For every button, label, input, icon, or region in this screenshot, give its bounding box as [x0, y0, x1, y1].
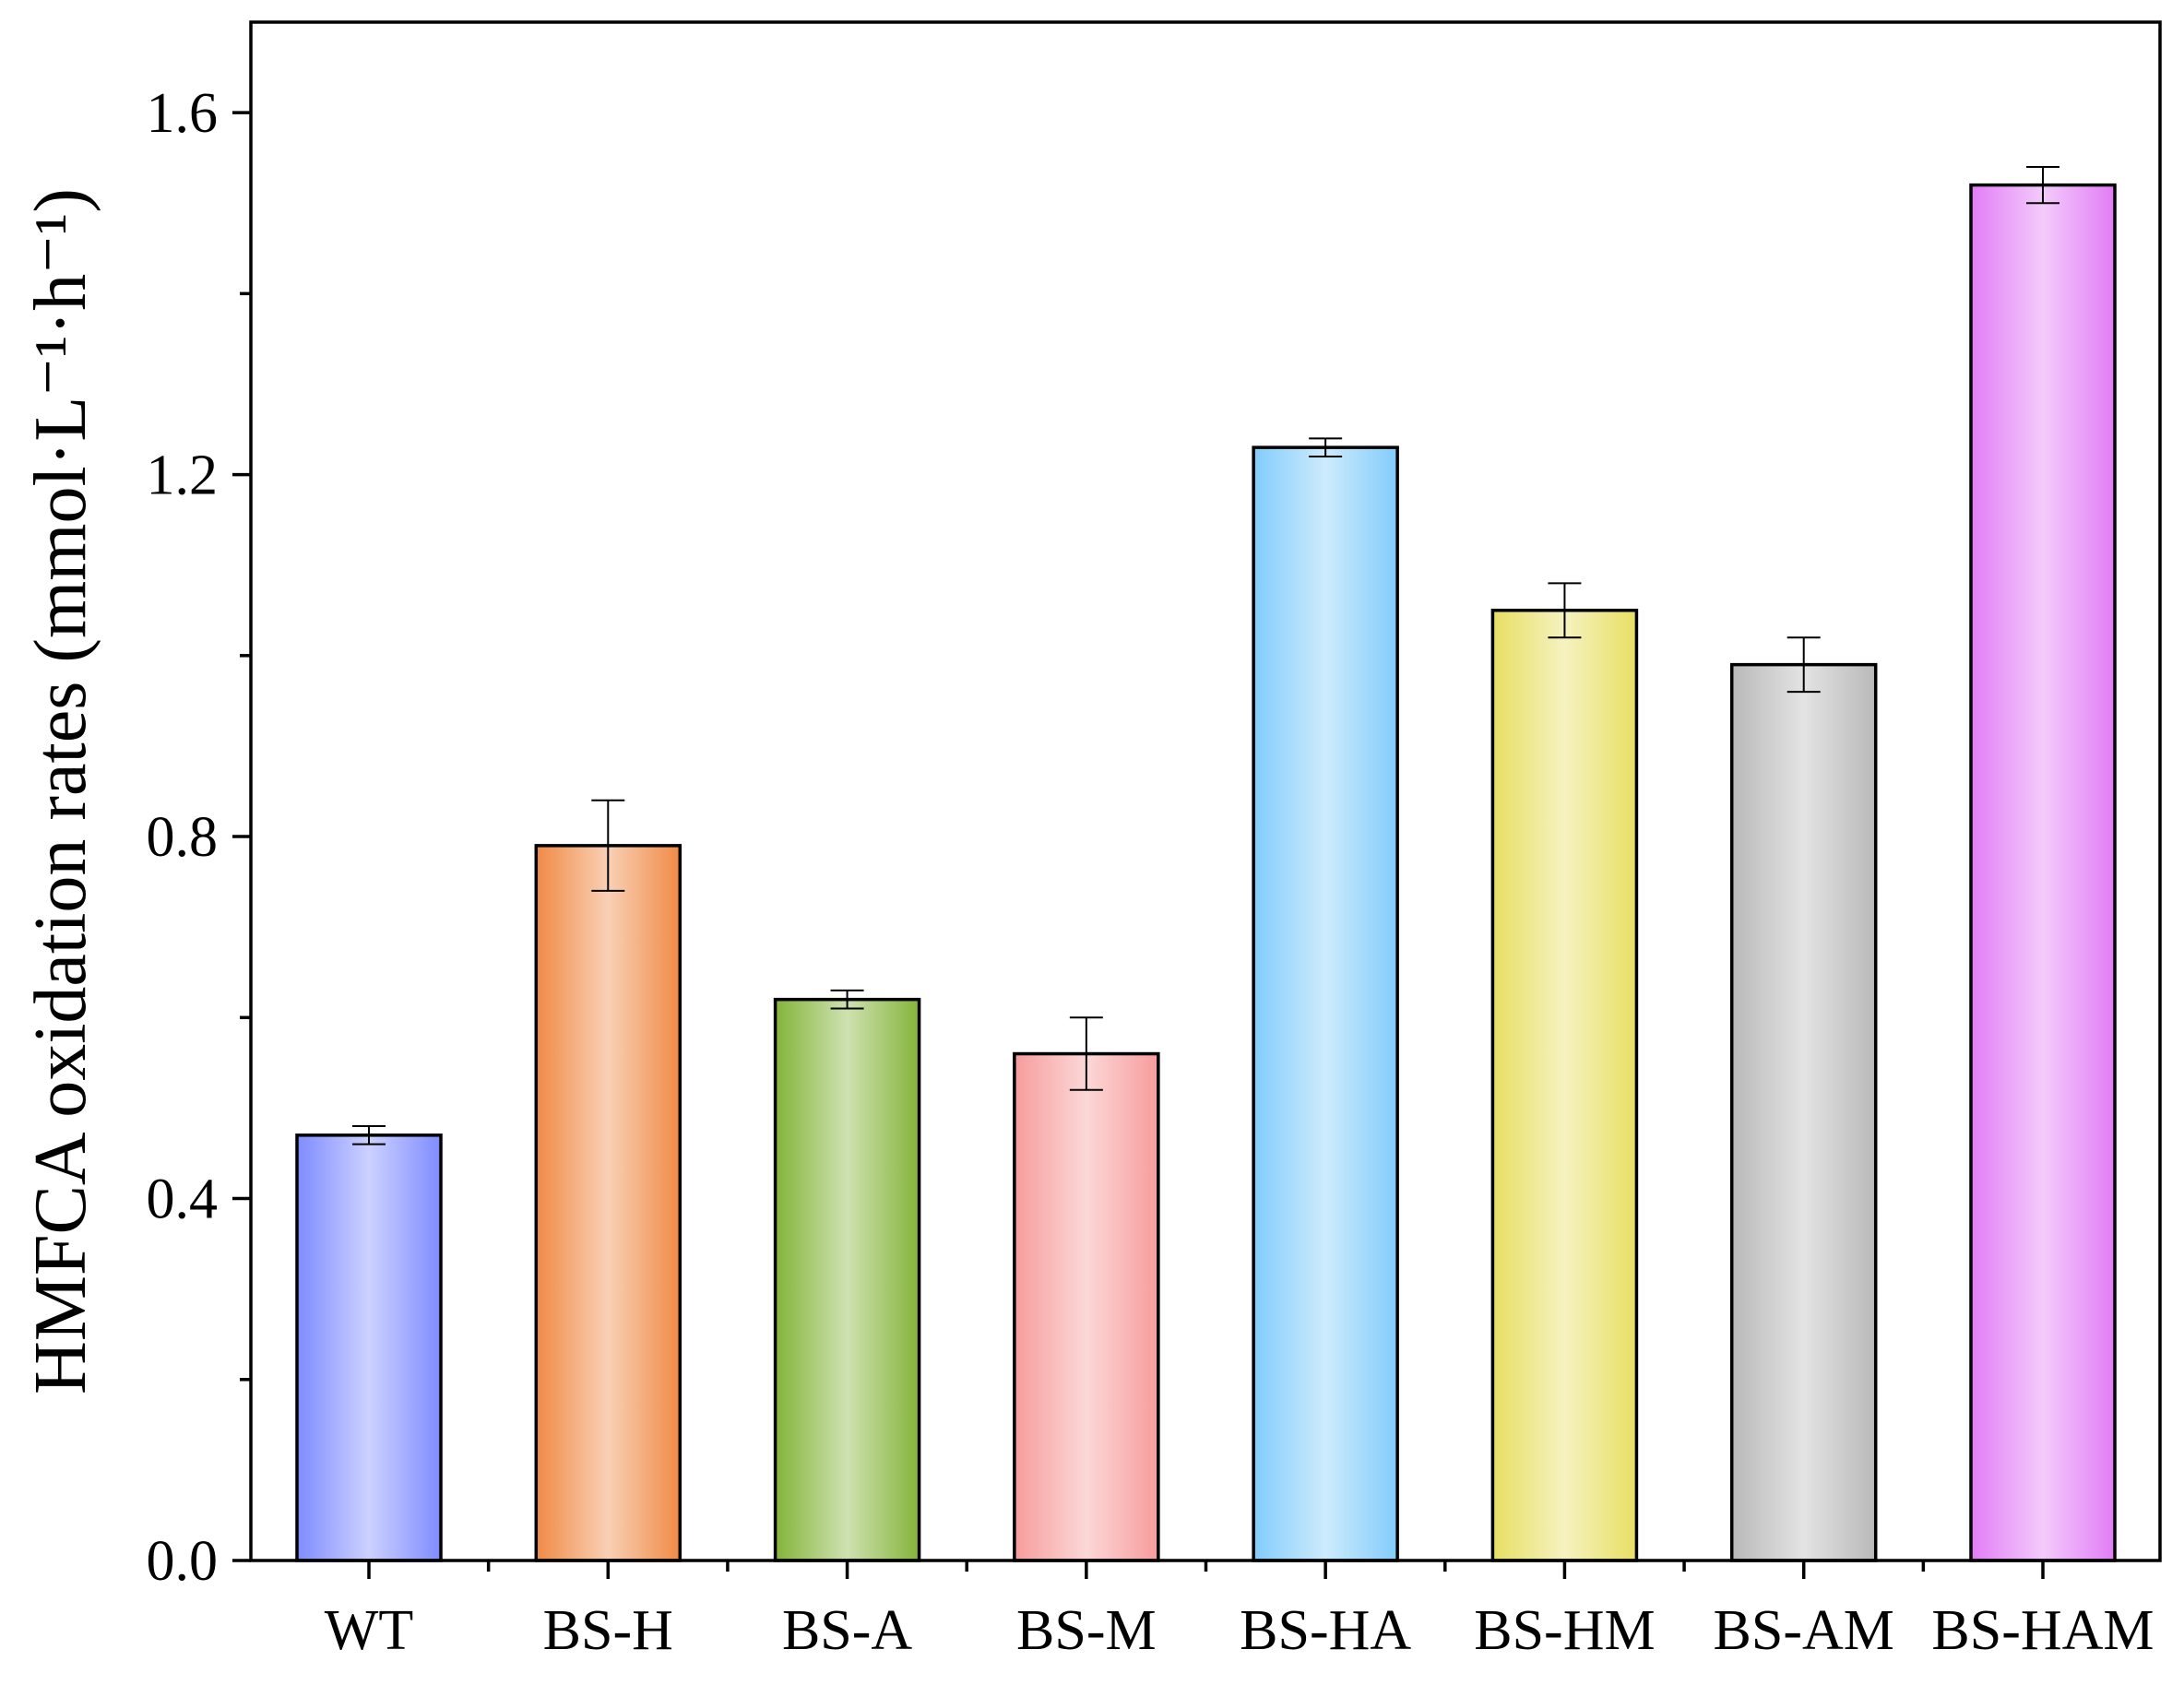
x-tick-label: BS-A [782, 1599, 912, 1662]
y-axis-title: HMFCA oxidation rates (mmol·L⁻¹·h⁻¹) [20, 188, 101, 1394]
error-bar-bs-ha [1309, 437, 1343, 457]
bars-layer [295, 183, 2117, 1562]
bar-bs-ham [1969, 183, 2117, 1562]
y-tick-label: 1.6 [147, 82, 219, 145]
y-axis: 0.0 0.4 0.8 1.2 1.6 [147, 82, 251, 1593]
error-bar-bs-ham [2026, 165, 2059, 205]
bar-bs-hm [1490, 609, 1639, 1562]
error-bar-bs-m [1069, 1016, 1103, 1091]
x-tick-label: WT [325, 1599, 413, 1662]
y-tick-label: 1.2 [147, 445, 219, 507]
y-tick-label: 0.0 [147, 1530, 219, 1593]
error-bars-layer [352, 165, 2059, 1145]
x-tick-label: BS-H [543, 1599, 673, 1662]
bar-bs-m [1013, 1051, 1160, 1562]
x-tick-label: BS-M [1016, 1599, 1157, 1662]
x-tick-label: BS-HAM [1931, 1599, 2154, 1662]
bar-bs-h [534, 844, 682, 1562]
x-tick-label: BS-AM [1714, 1599, 1894, 1662]
bar-bs-am [1729, 662, 1878, 1562]
error-bar-bs-h [591, 799, 625, 892]
bar-bs-a [773, 997, 921, 1562]
y-tick-label: 0.4 [147, 1169, 219, 1231]
x-axis: WT BS-H BS-A BS-M BS-HA BS-HM BS-AM BS-HAM [325, 1561, 2154, 1662]
x-tick-label: BS-HM [1474, 1599, 1655, 1662]
error-bar-wt [352, 1125, 386, 1145]
error-bar-bs-a [830, 989, 864, 1010]
error-bar-bs-hm [1548, 582, 1582, 639]
error-bar-bs-am [1786, 636, 1821, 694]
bar-bs-ha [1252, 445, 1399, 1562]
x-tick-label: BS-HA [1240, 1599, 1411, 1662]
y-tick-label: 0.8 [147, 806, 219, 869]
bar-wt [295, 1133, 443, 1562]
